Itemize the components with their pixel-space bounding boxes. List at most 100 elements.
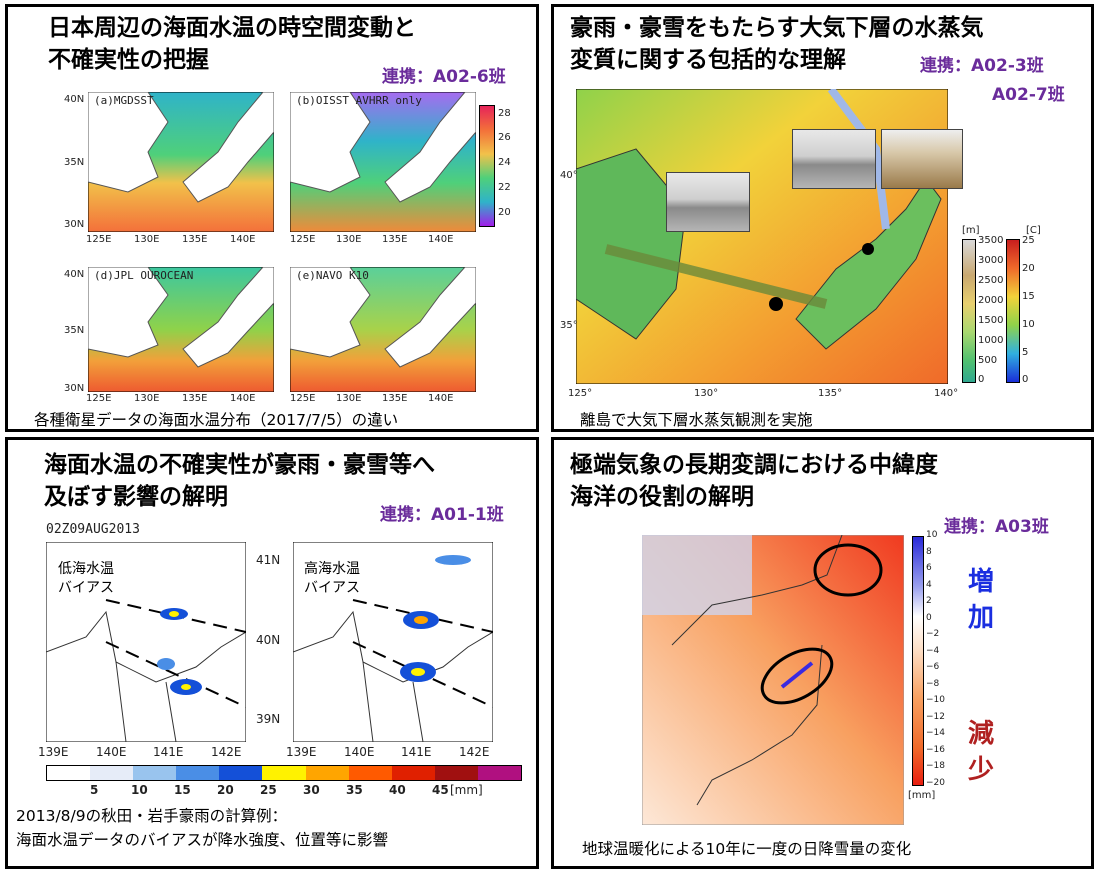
panel-heavy-rain: 海面水温の不確実性が豪雨・豪雪等へ 及ぼす影響の解明 連携：A01-1班 02Z… [5,437,539,869]
sst-colorbar-label: 28 [498,108,511,119]
p1-lon-tick: 135E [182,234,208,245]
precip-map-high-bias [293,542,493,742]
snowfall-colorbar-tick: 4 [926,579,932,590]
p1-lat-tick: 40N [64,94,85,105]
panel-snowfall: 極端気象の長期変調における中緯度 海洋の役割の解明 連携：A03班 10 8 6 4 2… [551,437,1094,869]
decrease-label-line2: 少 [968,755,995,785]
elev-unit: [m] [962,225,980,236]
precip-colorbar-swatch [219,766,263,780]
high-bias-label-line2: バイアス [304,580,360,596]
precip-tick: 45 [432,783,449,797]
panel3-title-line2: 及ぼす影響の解明 [44,484,228,510]
sst-colorbar-label: 26 [498,132,511,143]
precip-tick: 20 [217,783,234,797]
p1-lon-tick: 140E [428,234,454,245]
p3-lon-tick: 142E [459,745,490,759]
observation-photo-1 [666,172,750,232]
decrease-label-line1: 減 [968,719,995,749]
p3-lat-tick: 41N [256,553,281,567]
temp-tick: 20 [1022,263,1035,274]
panel4-collab: 連携：A03班 [944,517,1049,537]
precip-colorbar-swatch [47,766,91,780]
elev-tick: 3000 [978,255,1004,266]
sst-colorbar-label: 20 [498,207,511,218]
panel1-caption: 各種衛星データの海面水温分布（2017/7/5）の違い [34,411,399,429]
p1-lat-tick: 30N [64,383,85,394]
precip-tick: 25 [260,783,277,797]
increase-label-line2: 加 [968,603,995,633]
elev-tick: 3500 [978,235,1004,246]
p3-lon-tick: 141E [401,745,432,759]
precip-tick: 40 [389,783,406,797]
precip-colorbar-swatch [176,766,220,780]
snowfall-unit: [mm] [908,790,936,801]
increase-label-line1: 増 [968,567,995,597]
p2-lon-tick: 125° [568,388,593,399]
precip-colorbar-swatch [434,766,478,780]
p1-lat-tick: 35N [64,325,85,336]
precip-tick: 10 [131,783,148,797]
panel3-title-line1: 海面水温の不確実性が豪雨・豪雪等へ [44,452,435,478]
p1-lon-tick: 125E [290,393,316,404]
snowfall-colorbar-tick: 6 [926,563,932,574]
elev-tick: 0 [978,374,985,385]
panel3-time-label: 02Z09AUG2013 [46,522,140,537]
snowfall-colorbar-tick: −16 [926,744,945,755]
sst-map-e [290,267,476,392]
temp-tick: 0 [1022,374,1029,385]
panel2-caption: 離島で大気下層水蒸気観測を実施 [580,411,813,429]
panel1-collab: 連携：A02-6班 [382,67,506,87]
p1-lon-tick: 130E [336,393,362,404]
panel3-caption-line2: 海面水温データのバイアスが降水強度、位置等に影響 [16,831,389,849]
precip-colorbar-swatch [262,766,306,780]
panel4-title-line2: 海洋の役割の解明 [570,484,754,510]
snowfall-colorbar-tick: −14 [926,728,945,739]
precip-colorbar-swatch [477,766,522,780]
panel2-title-line2: 変質に関する包括的な理解 [570,47,846,73]
p1-lon-tick: 135E [382,234,408,245]
precip-colorbar [46,765,522,781]
p1-lon-tick: 130E [134,234,160,245]
p3-lat-tick: 40N [256,633,281,647]
sst-map-a [88,92,274,232]
precip-colorbar-swatch [133,766,177,780]
snowfall-colorbar-tick: −20 [926,778,945,788]
temperature-colorbar [1006,239,1020,383]
panel1-title-line1: 日本周辺の海面水温の時空間変動と [48,15,416,41]
snowfall-colorbar-tick: −10 [926,695,945,706]
snowfall-colorbar-tick: −4 [926,645,940,656]
water-vapor-map [576,89,948,384]
panel4-caption: 地球温暖化による10年に一度の日降雪量の変化 [582,840,912,858]
p1-lon-tick: 135E [382,393,408,404]
sst-colorbar [479,105,495,227]
precip-tick: 15 [174,783,191,797]
p1-lon-tick: 130E [336,234,362,245]
sst-map-d [88,267,274,392]
snowfall-colorbar-tick: −8 [926,678,940,689]
snowfall-colorbar [912,536,924,786]
precip-tick: 5 [90,783,99,797]
p2-lat-tick: 35° [560,320,578,331]
p3-lon-tick: 140E [344,745,375,759]
p3-lon-tick: 141E [153,745,184,759]
snowfall-colorbar-tick: 10 [926,530,938,540]
panel2-collab-line1: 連携：A02-3班 [920,56,1044,76]
observation-photo-3 [881,129,963,189]
snowfall-colorbar-tick: −6 [926,662,940,673]
sst-colorbar-label: 22 [498,182,511,193]
p1-lon-tick: 140E [230,393,256,404]
snowfall-colorbar-tick: 8 [926,546,932,557]
p2-lat-tick: 40° [560,170,578,181]
elev-tick: 1000 [978,335,1004,346]
high-bias-label-line1: 高海水温 [304,561,360,577]
snowfall-colorbar-tick: 2 [926,596,932,607]
temp-unit: [C] [1026,225,1041,236]
precip-map-low-bias [46,542,246,742]
precip-colorbar-swatch [90,766,134,780]
sst-map-a-label: (a)MGDSST [94,94,154,107]
precip-colorbar-swatch [305,766,349,780]
panel-sst-uncertainty: 日本周辺の海面水温の時空間変動と 不確実性の把握 連携：A02-6班 [5,4,539,432]
low-bias-label-line2: バイアス [58,580,114,596]
temp-tick: 15 [1022,291,1035,302]
snowfall-colorbar-tick: −2 [926,629,940,640]
